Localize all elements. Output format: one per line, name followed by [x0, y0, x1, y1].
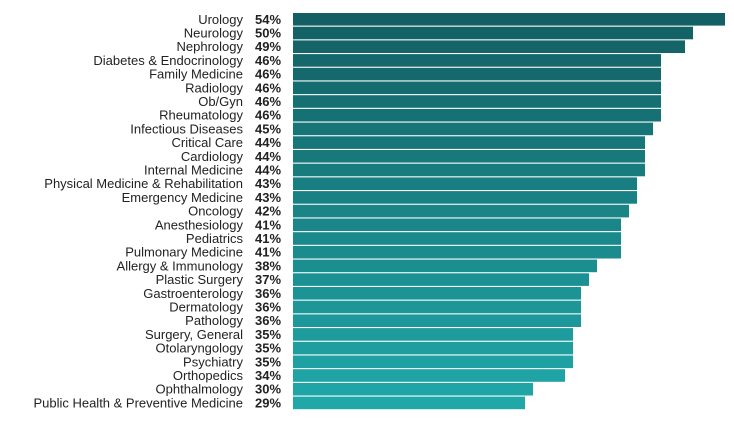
bar	[293, 218, 621, 232]
bar	[293, 54, 661, 67]
value-label: 44%	[255, 135, 281, 150]
category-label: Gastroenterology	[143, 286, 243, 301]
bar	[293, 122, 653, 136]
bar	[293, 341, 573, 355]
category-label: Surgery, General	[145, 327, 243, 342]
value-label: 44%	[255, 149, 281, 164]
category-label: Public Health & Preventive Medicine	[33, 395, 243, 410]
bar	[293, 163, 645, 177]
bar	[293, 328, 573, 341]
value-label: 46%	[255, 94, 281, 109]
bar	[293, 259, 597, 273]
bars-group	[293, 13, 725, 410]
value-label: 36%	[255, 286, 281, 301]
bar	[293, 136, 645, 149]
bar	[293, 40, 685, 53]
bar	[293, 314, 581, 327]
bar	[293, 204, 629, 218]
bar	[293, 191, 637, 204]
bar	[293, 67, 661, 81]
category-label: Nephrology	[177, 39, 244, 54]
category-label: Allergy & Immunology	[117, 258, 244, 273]
bar	[293, 287, 581, 300]
category-label: Emergency Medicine	[122, 190, 243, 205]
category-label: Dermatology	[169, 300, 243, 315]
value-label: 41%	[255, 231, 281, 246]
category-label: Internal Medicine	[144, 163, 243, 178]
value-label: 29%	[255, 395, 281, 410]
bar	[293, 13, 725, 26]
value-label: 35%	[255, 354, 281, 369]
category-label: Critical Care	[171, 135, 243, 150]
value-label: 38%	[255, 258, 281, 273]
value-labels-group: 54%50%49%46%46%46%46%46%45%44%44%44%43%4…	[255, 12, 281, 411]
value-label: 41%	[255, 217, 281, 232]
category-label: Ophthalmology	[156, 382, 244, 397]
value-label: 43%	[255, 190, 281, 205]
bar	[293, 81, 661, 95]
category-label: Otolaryngology	[156, 341, 244, 356]
bar	[293, 300, 581, 314]
bar	[293, 369, 565, 382]
category-label: Pediatrics	[186, 231, 244, 246]
value-label: 35%	[255, 327, 281, 342]
bar	[293, 95, 661, 108]
bar	[293, 177, 637, 190]
value-label: 49%	[255, 39, 281, 54]
value-label: 35%	[255, 341, 281, 356]
value-label: 46%	[255, 53, 281, 68]
category-label: Radiology	[185, 80, 243, 95]
value-label: 30%	[255, 382, 281, 397]
value-label: 50%	[255, 26, 281, 41]
value-label: 45%	[255, 121, 281, 136]
category-label: Ob/Gyn	[198, 94, 243, 109]
category-label: Diabetes & Endocrinology	[93, 53, 243, 68]
category-label: Cardiology	[181, 149, 244, 164]
category-label: Family Medicine	[149, 67, 243, 82]
category-label: Urology	[198, 12, 243, 27]
bar	[293, 382, 533, 396]
value-label: 54%	[255, 12, 281, 27]
value-label: 42%	[255, 204, 281, 219]
category-label: Infectious Diseases	[130, 121, 243, 136]
value-label: 44%	[255, 163, 281, 178]
value-label: 34%	[255, 368, 281, 383]
value-label: 37%	[255, 272, 281, 287]
bar	[293, 26, 693, 40]
bar	[293, 273, 589, 286]
bar	[293, 355, 573, 369]
category-label: Rheumatology	[159, 108, 243, 123]
category-label: Psychiatry	[183, 354, 243, 369]
category-label: Anesthesiology	[155, 217, 244, 232]
bar	[293, 396, 525, 410]
bar	[293, 232, 621, 245]
category-label: Neurology	[184, 26, 244, 41]
category-label: Physical Medicine & Rehabilitation	[44, 176, 243, 191]
category-label: Orthopedics	[173, 368, 244, 383]
value-label: 46%	[255, 67, 281, 82]
value-label: 36%	[255, 300, 281, 315]
bar	[293, 150, 645, 163]
category-label: Oncology	[188, 204, 243, 219]
value-label: 46%	[255, 108, 281, 123]
category-label: Pulmonary Medicine	[125, 245, 243, 260]
value-label: 36%	[255, 313, 281, 328]
bar	[293, 108, 661, 122]
value-label: 43%	[255, 176, 281, 191]
value-label: 46%	[255, 80, 281, 95]
category-label: Plastic Surgery	[156, 272, 244, 287]
category-label: Pathology	[185, 313, 243, 328]
value-label: 41%	[255, 245, 281, 260]
bar	[293, 245, 621, 259]
